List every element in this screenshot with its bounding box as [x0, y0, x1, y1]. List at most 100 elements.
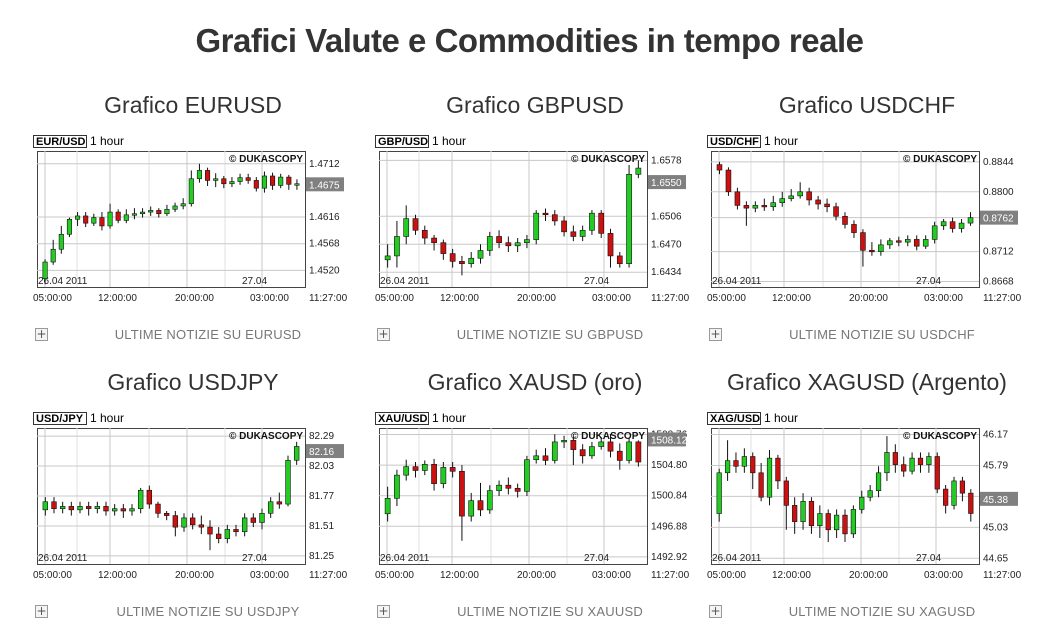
- candle: [616, 443, 623, 470]
- candle-down: [412, 218, 419, 231]
- candle-down: [286, 176, 292, 185]
- news-link-gbpusd[interactable]: ULTIME NOTIZIE SU GBPUSD: [456, 327, 644, 342]
- x-tick-label: 12:00:00: [98, 293, 137, 304]
- candle: [834, 509, 840, 538]
- candle: [146, 485, 153, 509]
- candle-down: [412, 466, 419, 471]
- expand-plus-icon[interactable]: +: [709, 327, 722, 341]
- candle-down: [115, 211, 121, 221]
- current-price-label: 0.8762: [983, 214, 1014, 225]
- date-label: 26.04 2011: [712, 553, 762, 564]
- chart-usdjpy[interactable]: USD/JPY 1 hour 05:00:00 12:00:00 20:00:00 03:…: [33, 406, 353, 606]
- expand-plus-icon[interactable]: +: [377, 604, 390, 618]
- expand-plus-icon[interactable]: +: [377, 327, 390, 341]
- candle-down: [120, 508, 127, 512]
- candle-up: [237, 177, 243, 182]
- widget-title: Grafico XAUSD (oro): [427, 369, 643, 395]
- candle-up: [164, 208, 170, 215]
- candle-down: [477, 500, 484, 511]
- candle: [743, 201, 750, 226]
- candle-down: [146, 489, 153, 505]
- candle: [294, 179, 300, 190]
- candle-down: [103, 506, 109, 512]
- candle: [384, 486, 391, 522]
- y-tick-label: 46.17: [983, 430, 1008, 441]
- candle: [196, 163, 202, 183]
- candle-up: [524, 239, 530, 244]
- candle: [725, 167, 732, 196]
- news-link-usdchf[interactable]: ULTIME NOTIZIE SU USDCHF: [789, 327, 975, 342]
- candle: [901, 456, 907, 477]
- widget-title: Grafico GBPUSD: [446, 92, 624, 118]
- candle: [875, 466, 882, 498]
- candle-up: [421, 464, 428, 471]
- candle: [542, 208, 549, 221]
- news-link-eurusd[interactable]: ULTIME NOTIZIE SU EURUSD: [114, 327, 302, 342]
- news-link-usdjpy[interactable]: ULTIME NOTIZIE SU USDJPY: [116, 604, 300, 619]
- candle-up: [589, 212, 595, 231]
- y-tick-label: 0.8712: [983, 247, 1014, 258]
- candle-down: [449, 253, 456, 262]
- x-tick-label: 11:27:00: [983, 293, 1022, 304]
- candle-up: [94, 506, 101, 509]
- expand-plus-icon[interactable]: +: [709, 604, 722, 618]
- candle-up: [741, 456, 747, 467]
- candlestick-chart: EUR/USD 1 hour 05:00:00 12:00:00 20:00:00 03:…: [33, 134, 348, 304]
- candle-up: [50, 248, 56, 263]
- candle-up: [111, 508, 118, 512]
- candle-up: [131, 213, 137, 216]
- candle-down: [716, 164, 723, 171]
- chart-xauusd[interactable]: XAU/USD 1 hour 05:00:00 12:00:00 20:00:00 03:…: [375, 406, 695, 606]
- candle: [181, 513, 187, 532]
- candle-up: [188, 178, 194, 205]
- y-tick-label: 1.6506: [651, 211, 682, 222]
- expand-plus-icon[interactable]: +: [35, 327, 48, 341]
- candle: [800, 493, 806, 530]
- candle-down: [505, 242, 512, 247]
- widget-title: Grafico EURUSD: [104, 92, 282, 118]
- candle: [934, 452, 940, 494]
- current-price-label: 1.4675: [309, 180, 340, 191]
- candle-down: [221, 178, 227, 185]
- candle-down: [431, 237, 437, 244]
- candle: [103, 501, 109, 516]
- x-tick-label: 20:00:00: [175, 293, 214, 304]
- chart-eurusd[interactable]: EUR/USD 1 hour 05:00:00 12:00:00 20:00:00 03:…: [33, 129, 353, 329]
- candle-down: [783, 480, 789, 506]
- x-tick-label: 20:00:00: [849, 293, 888, 304]
- current-price-tag: [980, 210, 1018, 225]
- candle-down: [253, 180, 259, 189]
- candle-down: [51, 501, 57, 509]
- chart-gbpusd[interactable]: GBP/USD 1 hour 05:00:00 12:00:00 20:00:00 03:…: [375, 129, 695, 329]
- candle-down: [901, 464, 907, 472]
- candle-down: [449, 467, 456, 472]
- candle-up: [172, 205, 178, 210]
- candle-down: [775, 457, 781, 482]
- candle: [180, 198, 186, 210]
- candle-down: [561, 220, 567, 233]
- candle-down: [761, 205, 768, 208]
- candle: [892, 444, 898, 473]
- candle-down: [496, 236, 502, 244]
- candle-down: [598, 212, 605, 234]
- candle: [626, 164, 632, 268]
- expand-plus-icon[interactable]: +: [35, 604, 48, 618]
- candle: [156, 208, 162, 218]
- candlestick-chart: USD/JPY 1 hour 05:00:00 12:00:00 20:00:00 03:…: [33, 411, 348, 581]
- news-link-xagusd[interactable]: ULTIME NOTIZIE SU XAGUSD: [788, 604, 976, 619]
- candle-down: [913, 239, 920, 247]
- chart-usdchf[interactable]: USD/CHF 1 hour 05:00:00 12:00:00 20:00:00 03:…: [707, 129, 1027, 329]
- y-tick-label: 1.6578: [651, 155, 682, 166]
- news-link-xauusd[interactable]: ULTIME NOTIZIE SU XAUUSD: [457, 604, 643, 619]
- candle-down: [733, 460, 739, 467]
- candle-up: [788, 195, 794, 199]
- candle: [468, 492, 475, 522]
- candle-down: [860, 232, 866, 251]
- candle: [792, 497, 798, 534]
- timeframe-label: 1 hour: [90, 411, 124, 425]
- candle-up: [229, 181, 235, 185]
- chart-xagusd[interactable]: XAG/USD 1 hour 05:00:00 12:00:00 20:00:00 03:…: [707, 406, 1027, 606]
- candle-down: [156, 210, 162, 215]
- y-tick-label: 0.8844: [983, 157, 1014, 168]
- candle-up: [403, 218, 410, 237]
